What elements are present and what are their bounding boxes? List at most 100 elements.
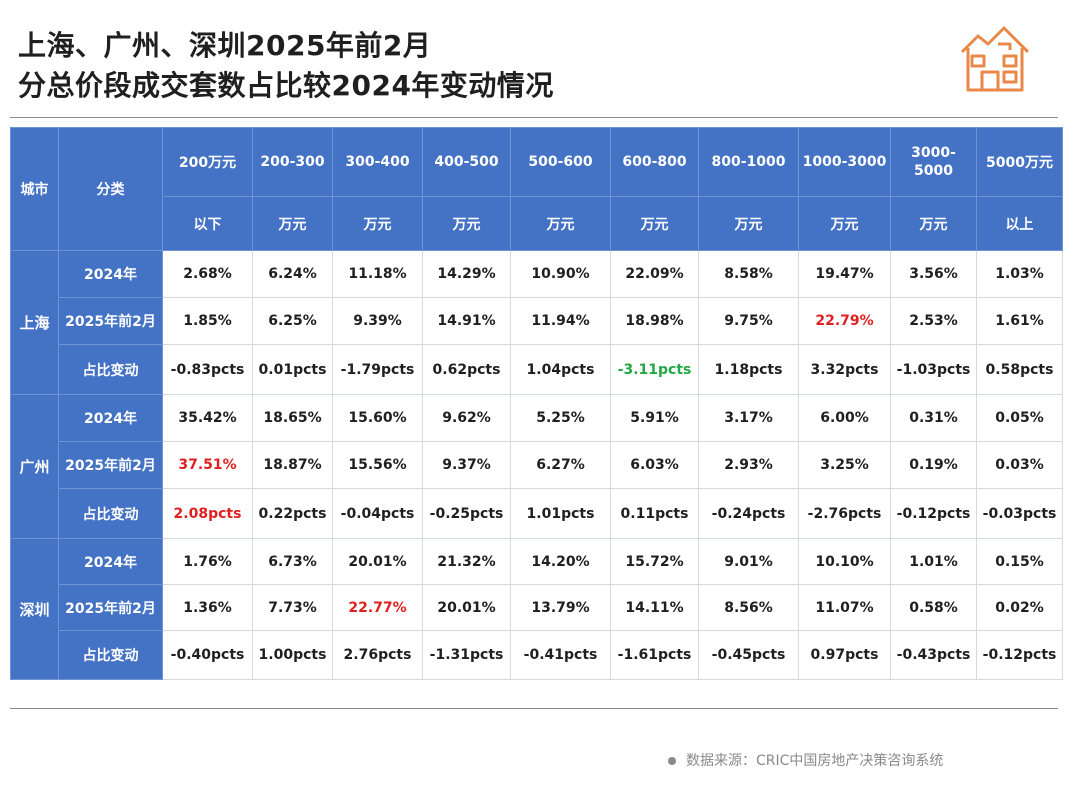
value-cell: 6.03% bbox=[610, 441, 699, 489]
value-cell: 22.09% bbox=[610, 250, 699, 298]
value-cell: 8.58% bbox=[698, 250, 799, 298]
header-band-7-bottom: 万元 bbox=[798, 196, 891, 251]
value-cell: 6.24% bbox=[252, 250, 333, 298]
value-cell: -0.03pcts bbox=[976, 488, 1063, 539]
row-category-label: 2024年 bbox=[58, 538, 163, 585]
value-cell: 19.47% bbox=[798, 250, 891, 298]
header-band-9-bottom: 以上 bbox=[976, 196, 1063, 251]
value-cell: 18.98% bbox=[610, 297, 699, 345]
title-line-1: 上海、广州、深圳2025年前2月 bbox=[18, 29, 432, 62]
value-cell: -0.40pcts bbox=[162, 630, 253, 680]
header-band-1-bottom: 万元 bbox=[252, 196, 333, 251]
value-cell: 20.01% bbox=[332, 538, 423, 585]
value-cell: 2.76pcts bbox=[332, 630, 423, 680]
header-band-6-bottom: 万元 bbox=[698, 196, 799, 251]
value-cell: -1.79pcts bbox=[332, 344, 423, 395]
value-cell: 0.58% bbox=[890, 584, 977, 631]
header-band-4-bottom: 万元 bbox=[510, 196, 611, 251]
value-cell: -1.03pcts bbox=[890, 344, 977, 395]
value-cell: 6.73% bbox=[252, 538, 333, 585]
value-cell: 0.01pcts bbox=[252, 344, 333, 395]
city-label: 上海 bbox=[10, 250, 59, 395]
value-cell: 18.65% bbox=[252, 394, 333, 442]
header-band-5-top: 600-800 bbox=[610, 127, 699, 197]
value-cell: 0.31% bbox=[890, 394, 977, 442]
row-category-label: 2025年前2月 bbox=[58, 441, 163, 489]
value-cell: 5.25% bbox=[510, 394, 611, 442]
table-row: 占比变动 2.08pcts 0.22pcts -0.04pcts -0.25pcts 1.… bbox=[11, 488, 1063, 539]
value-cell: 15.72% bbox=[610, 538, 699, 585]
city-label: 深圳 bbox=[10, 538, 59, 680]
value-cell: 15.60% bbox=[332, 394, 423, 442]
chart-title: 上海、广州、深圳2025年前2月 分总价段成交套数占比较2024年变动情况 bbox=[18, 26, 554, 106]
row-category-label: 2025年前2月 bbox=[58, 297, 163, 345]
value-cell: 6.27% bbox=[510, 441, 611, 489]
value-cell: 1.01% bbox=[890, 538, 977, 585]
value-cell: 10.10% bbox=[798, 538, 891, 585]
value-cell: -0.43pcts bbox=[890, 630, 977, 680]
top-divider bbox=[10, 117, 1058, 118]
value-cell: 0.22pcts bbox=[252, 488, 333, 539]
value-cell: 9.01% bbox=[698, 538, 799, 585]
header-band-2-bottom: 万元 bbox=[332, 196, 423, 251]
bottom-divider bbox=[10, 708, 1058, 709]
header-band-4-top: 500-600 bbox=[510, 127, 611, 197]
header-band-3-bottom: 万元 bbox=[422, 196, 511, 251]
row-category-label: 2024年 bbox=[58, 394, 163, 442]
header-band-9-top: 5000万元 bbox=[976, 127, 1063, 197]
header-band-8-bottom: 万元 bbox=[890, 196, 977, 251]
value-cell: 11.07% bbox=[798, 584, 891, 631]
value-cell: 3.32pcts bbox=[798, 344, 891, 395]
table-row: 2025年前2月 1.85% 6.25% 9.39% 14.91% 11.94% 18.98… bbox=[11, 297, 1063, 345]
value-cell: 2.68% bbox=[162, 250, 253, 298]
title-line-2: 分总价段成交套数占比较2024年变动情况 bbox=[18, 69, 554, 102]
value-cell: 0.02% bbox=[976, 584, 1063, 631]
value-cell: -0.41pcts bbox=[510, 630, 611, 680]
value-cell: 35.42% bbox=[162, 394, 253, 442]
value-cell: 22.79% bbox=[798, 297, 891, 345]
city-label: 广州 bbox=[10, 394, 59, 539]
value-cell: -1.31pcts bbox=[422, 630, 511, 680]
value-cell: 6.00% bbox=[798, 394, 891, 442]
value-cell: 14.11% bbox=[610, 584, 699, 631]
value-cell: 1.61% bbox=[976, 297, 1063, 345]
value-cell: -0.45pcts bbox=[698, 630, 799, 680]
value-cell: -2.76pcts bbox=[798, 488, 891, 539]
value-cell: -1.61pcts bbox=[610, 630, 699, 680]
value-cell: 21.32% bbox=[422, 538, 511, 585]
row-category-label: 2025年前2月 bbox=[58, 584, 163, 631]
value-cell: 9.39% bbox=[332, 297, 423, 345]
header-band-6-top: 800-1000 bbox=[698, 127, 799, 197]
house-icon bbox=[960, 26, 1030, 92]
value-cell: 8.56% bbox=[698, 584, 799, 631]
value-cell: 1.85% bbox=[162, 297, 253, 345]
value-cell: -0.83pcts bbox=[162, 344, 253, 395]
table-row: 深圳 2024年 1.76% 6.73% 20.01% 21.32% 14.20% 15.72… bbox=[10, 538, 1063, 680]
row-category-label: 2024年 bbox=[58, 250, 163, 298]
header-category: 分类 bbox=[58, 127, 163, 251]
value-cell: 0.11pcts bbox=[610, 488, 699, 539]
row-category-label: 占比变动 bbox=[58, 488, 163, 539]
value-cell: 11.18% bbox=[332, 250, 423, 298]
header-band-2-top: 300-400 bbox=[332, 127, 423, 197]
value-cell: 11.94% bbox=[510, 297, 611, 345]
table-row: 上海 2024年 2.68% 6.24% 11.18% 14.29% 10.90% 22.09… bbox=[10, 250, 1063, 395]
value-cell: 37.51% bbox=[162, 441, 253, 489]
value-cell: 0.62pcts bbox=[422, 344, 511, 395]
value-cell: 1.00pcts bbox=[252, 630, 333, 680]
value-cell: 0.97pcts bbox=[798, 630, 891, 680]
value-cell: 14.91% bbox=[422, 297, 511, 345]
value-cell: 13.79% bbox=[510, 584, 611, 631]
value-cell: 9.62% bbox=[422, 394, 511, 442]
value-cell: 1.01pcts bbox=[510, 488, 611, 539]
header-band-8-top: 3000-5000 bbox=[890, 127, 977, 197]
bullet-icon bbox=[668, 757, 676, 765]
value-cell: 18.87% bbox=[252, 441, 333, 489]
value-cell: -3.11pcts bbox=[610, 344, 699, 395]
value-cell: 0.58pcts bbox=[976, 344, 1063, 395]
header-band-0-bottom: 以下 bbox=[162, 196, 253, 251]
value-cell: 2.93% bbox=[698, 441, 799, 489]
value-cell: 2.08pcts bbox=[162, 488, 253, 539]
header-band-1-top: 200-300 bbox=[252, 127, 333, 197]
table-header: 城市 分类 200万元 200-300 300-400 400-500 500-600 600… bbox=[10, 127, 1063, 251]
